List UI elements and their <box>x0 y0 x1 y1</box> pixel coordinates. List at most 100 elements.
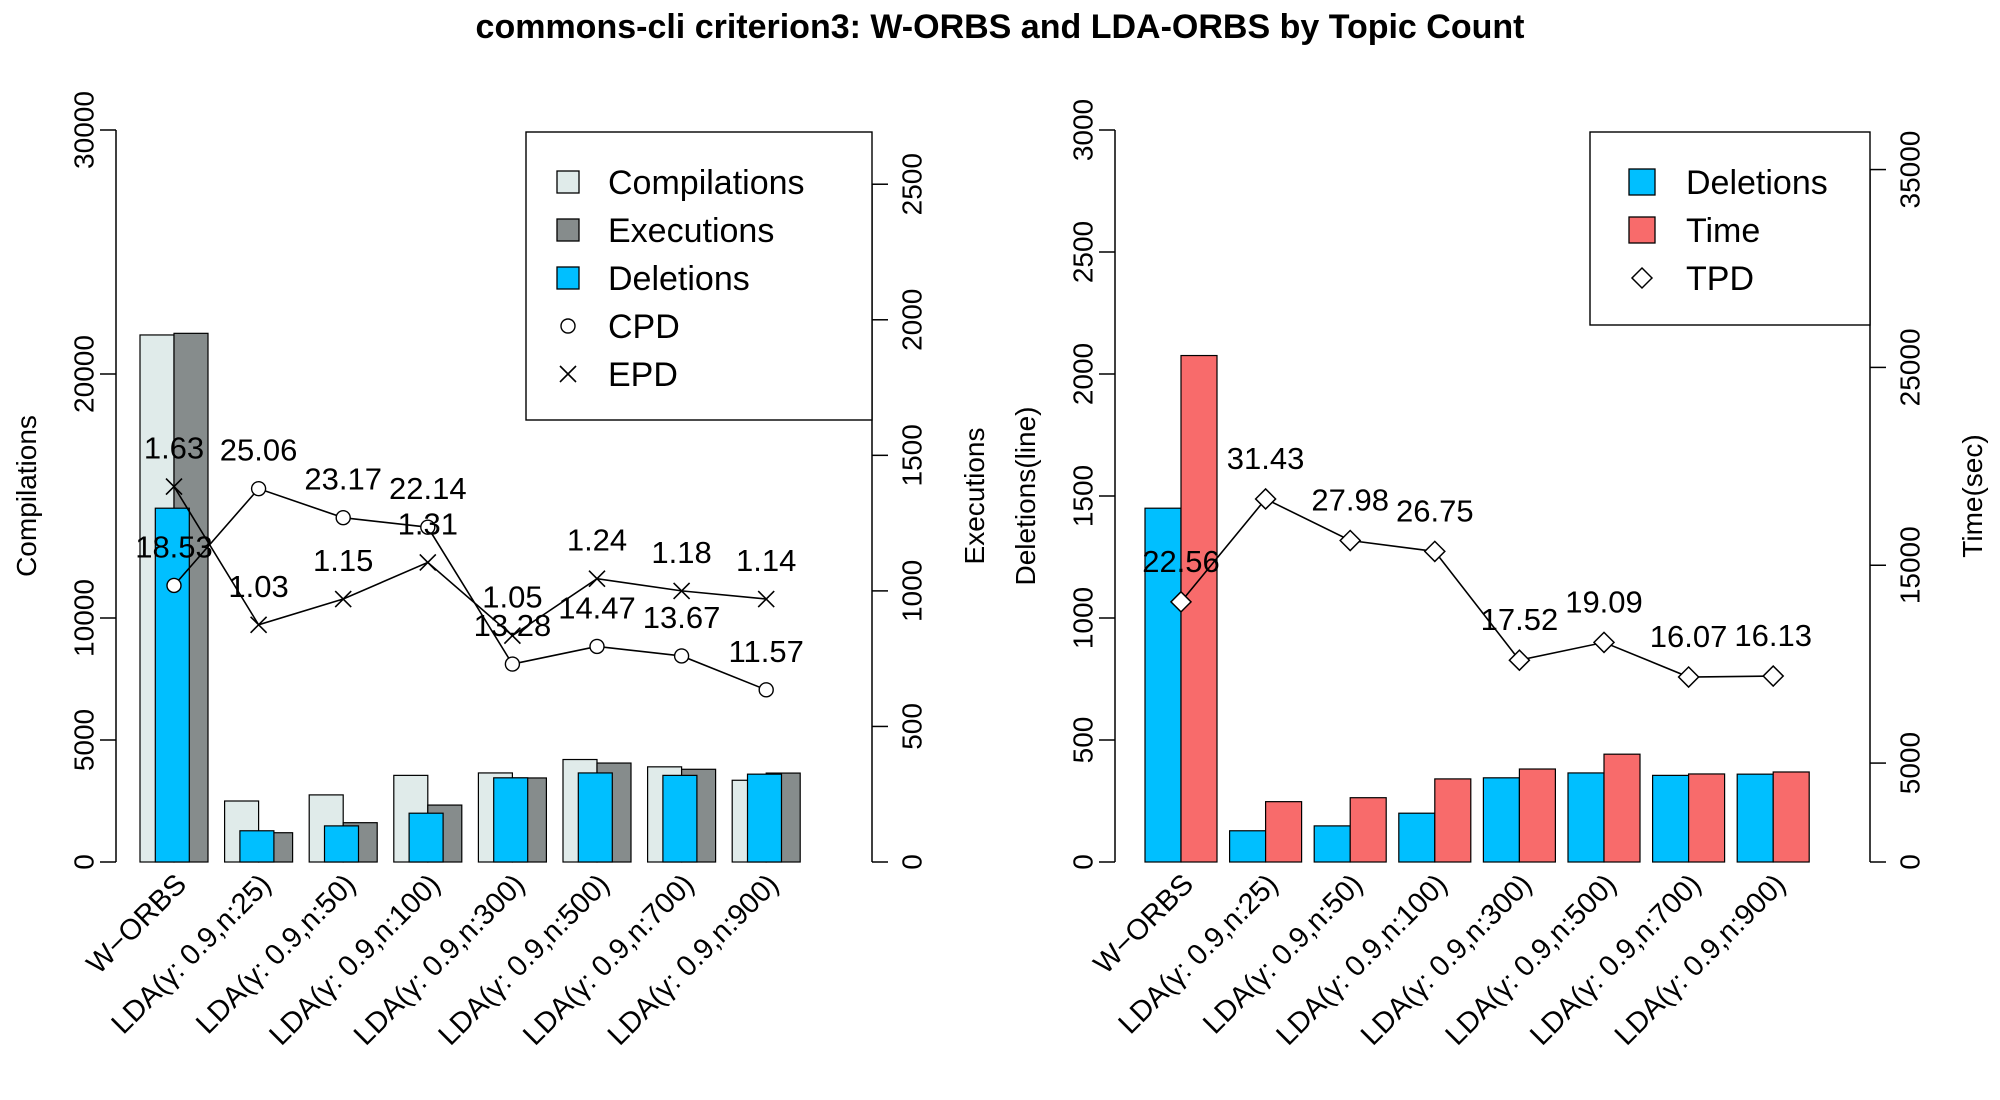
bar-deletions-lda-0-9-n-100 <box>408 812 444 863</box>
bar-deletions-lda-0-9-n-100 <box>1398 812 1436 863</box>
point-cpd-w-orbs <box>166 577 182 594</box>
point-epd-lda-0-9-n-700 <box>673 582 691 600</box>
y-tick-label-right: 25000 <box>1894 328 1925 406</box>
point-tpd-lda-0-9-n-300 <box>1508 649 1531 672</box>
point-cpd-lda-0-9-n-300 <box>504 656 521 672</box>
legend-swatch-time <box>1628 216 1656 244</box>
bar-time-lda-0-9-n-100 <box>1434 778 1472 863</box>
point-tpd-lda-0-9-n-25 <box>1254 487 1277 511</box>
point-epd-lda-0-9-n-50 <box>334 590 352 608</box>
legend-label-epd: EPD <box>608 356 678 394</box>
data-label-tpd-lda-0-9-n-900: 16.13 <box>1734 618 1812 653</box>
data-label-tpd-lda-0-9-n-500: 19.09 <box>1565 584 1643 619</box>
bar-time-lda-0-9-n-50 <box>1349 797 1387 863</box>
data-label-tpd-lda-0-9-n-300: 17.52 <box>1481 602 1559 637</box>
data-label-cpd-lda-0-9-n-900: 11.57 <box>729 634 804 669</box>
y-tick-label-right: 0 <box>896 854 927 870</box>
legend-swatch-epd <box>559 365 577 383</box>
bar-time-lda-0-9-n-300 <box>1518 768 1557 863</box>
point-tpd-lda-0-9-n-500 <box>1592 631 1616 654</box>
y-tick-label-left: 30000 <box>68 91 99 169</box>
y-axis-left-label: Deletions(line) <box>1010 407 1041 586</box>
series-line-cpd <box>173 487 767 691</box>
x-tick-label-lda-0-9-n-25: LDA(γ: 0.9,n:25) <box>106 868 278 1040</box>
data-label-tpd-lda-0-9-n-700: 16.07 <box>1650 619 1728 654</box>
data-label-tpd-lda-0-9-n-50: 27.98 <box>1311 483 1389 518</box>
legend-swatch-deletions <box>556 266 580 290</box>
point-cpd-lda-0-9-n-700 <box>673 648 690 664</box>
y-tick-label-left: 0 <box>68 854 99 870</box>
data-label-cpd-lda-0-9-n-100: 22.14 <box>389 471 467 506</box>
y-axis-right-label: Executions <box>959 428 990 565</box>
point-tpd-lda-0-9-n-900 <box>1762 664 1785 688</box>
data-label-epd-lda-0-9-n-300: 1.05 <box>482 580 542 615</box>
bar-time-lda-0-9-n-25 <box>1264 801 1303 863</box>
y-tick-label-right: 2000 <box>896 289 927 351</box>
legend-swatch-tpd <box>1630 266 1654 290</box>
legend-label-time: Time <box>1686 212 1760 250</box>
y-tick-label-left: 20000 <box>68 335 99 413</box>
bar-time-w-orbs <box>1180 354 1218 863</box>
legend-swatch-deletions <box>1628 168 1656 196</box>
x-tick-label-lda-0-9-n-50: LDA(γ: 0.9,n:50) <box>1197 868 1369 1040</box>
y-tick-label-left: 1000 <box>1067 587 1098 649</box>
point-epd-lda-0-9-n-900 <box>757 590 775 608</box>
point-tpd-lda-0-9-n-700 <box>1677 665 1700 689</box>
y-tick-label-right: 15000 <box>1894 526 1925 604</box>
y-axis-left-label: Compilations <box>11 415 42 577</box>
y-tick-label-left: 2000 <box>1067 343 1098 405</box>
bar-time-lda-0-9-n-900 <box>1772 771 1810 863</box>
bar-time-lda-0-9-n-500 <box>1603 753 1641 863</box>
point-tpd-lda-0-9-n-50 <box>1339 529 1362 552</box>
point-cpd-lda-0-9-n-500 <box>589 638 605 655</box>
data-label-epd-w-orbs: 1.63 <box>144 431 204 466</box>
bar-deletions-lda-0-9-n-25 <box>1228 830 1267 863</box>
data-label-epd-lda-0-9-n-25: 1.03 <box>228 569 288 604</box>
bar-deletions-lda-0-9-n-50 <box>323 825 360 863</box>
bar-deletions-w-orbs <box>1144 507 1182 863</box>
y-tick-label-right: 1000 <box>896 560 927 622</box>
data-label-cpd-w-orbs: 18.53 <box>135 529 213 564</box>
data-label-cpd-lda-0-9-n-25: 25.06 <box>220 433 298 468</box>
legend-swatch-executions <box>556 218 580 242</box>
y-tick-label-left: 5000 <box>68 709 99 771</box>
data-label-tpd-lda-0-9-n-25: 31.43 <box>1227 441 1305 476</box>
data-label-epd-lda-0-9-n-50: 1.15 <box>313 543 373 578</box>
chart-title: commons-cli criterion3: W-ORBS and LDA-O… <box>476 8 1525 46</box>
legend-swatch-compilations <box>556 170 580 194</box>
data-label-cpd-lda-0-9-n-300: 13.28 <box>474 608 552 643</box>
bar-deletions-lda-0-9-n-900 <box>746 773 783 863</box>
legend-label-compilations: Compilations <box>608 164 805 202</box>
bar-deletions-lda-0-9-n-700 <box>1651 774 1690 863</box>
y-tick-label-left: 0 <box>1067 854 1098 870</box>
bar-deletions-lda-0-9-n-500 <box>1567 772 1605 863</box>
point-cpd-lda-0-9-n-100 <box>420 519 436 535</box>
data-label-epd-lda-0-9-n-500: 1.24 <box>567 523 627 558</box>
y-tick-label-right: 5000 <box>1894 732 1925 794</box>
legend-label-deletions: Deletions <box>1686 164 1828 202</box>
data-label-cpd-lda-0-9-n-50: 23.17 <box>304 462 382 497</box>
point-cpd-lda-0-9-n-50 <box>335 509 351 526</box>
bar-deletions-lda-0-9-n-900 <box>1736 773 1774 863</box>
legend-label-tpd: TPD <box>1686 260 1754 298</box>
series-line-tpd <box>1180 497 1774 678</box>
point-epd-lda-0-9-n-100 <box>419 553 437 571</box>
legend-box <box>525 131 873 421</box>
bar-deletions-lda-0-9-n-50 <box>1313 825 1351 863</box>
legend-swatch-cpd <box>560 318 576 334</box>
data-label-tpd-lda-0-9-n-100: 26.75 <box>1396 493 1474 528</box>
x-tick-label-lda-0-9-n-50: LDA(γ: 0.9,n:50) <box>190 868 362 1040</box>
bar-deletions-w-orbs <box>154 507 190 863</box>
bar-deletions-lda-0-9-n-25 <box>239 830 275 863</box>
bar-time-lda-0-9-n-700 <box>1687 773 1726 863</box>
point-tpd-w-orbs <box>1169 590 1193 613</box>
panel-right: 0 500 1000 1500 2000 2500 3000 Deletions(line) 0… <box>1010 99 1988 1052</box>
point-epd-lda-0-9-n-25 <box>250 616 268 634</box>
y-tick-label-right: 35000 <box>1894 131 1925 209</box>
y-tick-label-left: 3000 <box>1067 99 1098 161</box>
point-epd-lda-0-9-n-500 <box>588 570 606 588</box>
data-label-epd-lda-0-9-n-900: 1.14 <box>736 543 796 578</box>
bar-deletions-lda-0-9-n-500 <box>577 772 613 863</box>
bar-deletions-lda-0-9-n-300 <box>1482 777 1521 863</box>
